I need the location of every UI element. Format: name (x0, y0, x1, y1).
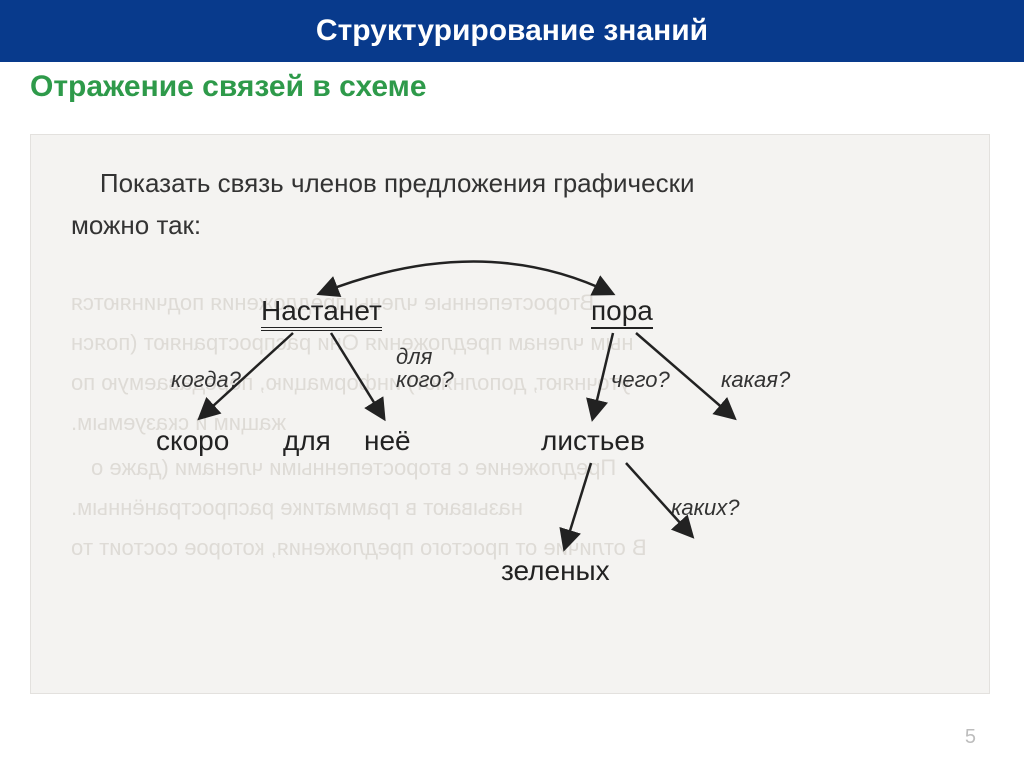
node-dlya: для (283, 425, 331, 457)
ghost-line: уточняют, дополняют) информацию, передав… (71, 370, 630, 396)
diagram-area: Второстепенные члены предложения подчиня… (30, 134, 990, 694)
label-dlya-kogo: для кого? (396, 345, 454, 391)
label-kakaya: какая? (721, 367, 790, 393)
intro-line1: Показать связь членов предложения графич… (100, 168, 695, 198)
page-number: 5 (965, 726, 976, 749)
arrow-top-curve (321, 262, 611, 294)
ghost-line: называют в грамматике распространённым. (71, 495, 523, 521)
label-kakih: каких? (671, 495, 739, 521)
label-kogda: когда? (171, 367, 241, 393)
node-pora: пора (591, 295, 653, 327)
node-nastanet: Настанет (261, 295, 382, 327)
node-zelenyh: зеленых (501, 555, 610, 587)
label-chego: чего? (611, 367, 670, 393)
node-nee: неё (364, 425, 411, 457)
header-title: Структурирование знаний (316, 14, 708, 47)
ghost-line: ным членам предложения Они распространяю… (71, 330, 633, 356)
header-bar: Структурирование знаний (0, 0, 1024, 62)
intro-text: Показать связь членов предложения графич… (71, 163, 949, 246)
subtitle: Отражение связей в схеме (0, 62, 1024, 124)
node-skoro: скоро (156, 425, 229, 457)
ghost-line: Предложение с второстепенными членами (д… (91, 455, 616, 481)
node-listyev: листьев (541, 425, 645, 457)
intro-line2: можно так: (71, 205, 949, 247)
